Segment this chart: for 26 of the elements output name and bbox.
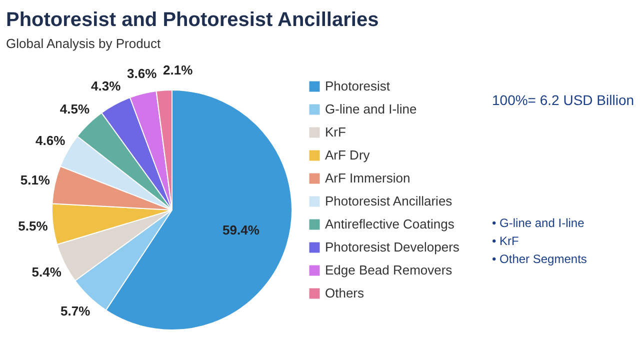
chart-subtitle: Global Analysis by Product [6,36,162,51]
chart-title: Photoresist and Photoresist Ancillaries [6,9,379,31]
text: • G-line and I-line [492,216,585,230]
data-label: 4.6% [36,132,66,148]
data-label: 5.4% [32,264,62,280]
legend-label: Edge Bead Removers [325,262,453,278]
legend-label: Antireflective Coatings [325,216,455,232]
data-label: 2.1% [163,62,194,78]
text: • Other Segments [492,252,587,266]
legend-label: ArF Dry [325,148,370,162]
text: 100%= 6.2 USD Billion [492,92,634,108]
legend-label: Photoresist Developers [325,240,460,254]
legend-label: Photoresist Ancillaries [325,194,453,208]
data-label: 5.7% [60,303,91,318]
legend-label: G-line and I-line [325,102,417,116]
legend-label: Photoresist [325,78,390,94]
legend-label: Others [325,286,365,300]
text: • KrF [492,234,519,248]
data-label: 4.5% [60,101,90,116]
data-label: 5.5% [18,218,48,234]
data-label: 5.1% [20,172,50,188]
legend-label: ArF Immersion [325,170,410,186]
data-label: 59.4% [222,222,260,238]
data-label: 4.3% [91,78,122,94]
legend-label: KrF [325,124,346,140]
data-label: 3.6% [127,66,158,82]
